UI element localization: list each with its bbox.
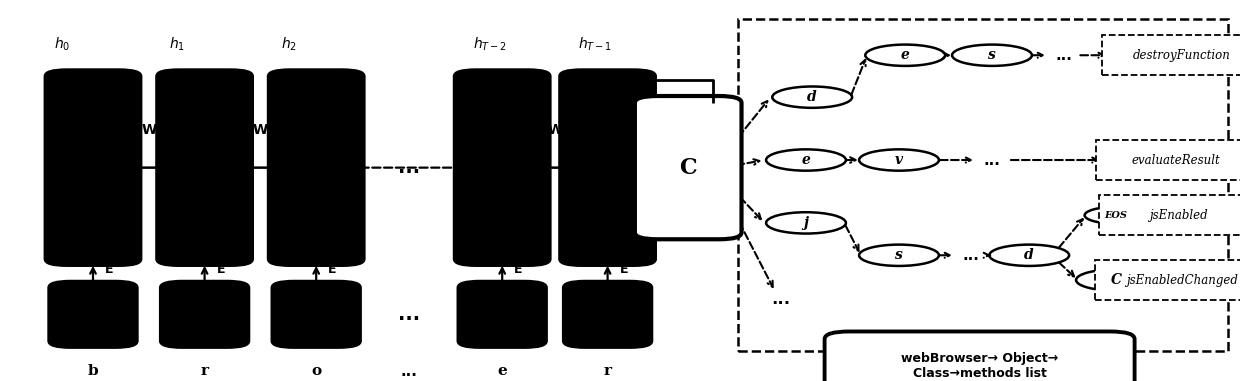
Text: $h_2$: $h_2$ [281,36,296,53]
Text: o: o [311,364,321,378]
Text: $h_{T-2}$: $h_{T-2}$ [472,36,507,53]
FancyBboxPatch shape [48,281,138,348]
Text: W: W [141,123,156,136]
FancyBboxPatch shape [272,281,361,348]
Text: E: E [515,263,522,276]
Text: ...: ... [1055,48,1073,63]
FancyBboxPatch shape [1096,140,1240,180]
Text: $h_0$: $h_0$ [53,36,71,53]
Text: r: r [604,364,611,378]
Text: E: E [329,263,336,276]
Text: s: s [988,48,996,62]
Bar [738,19,1228,351]
Text: C: C [1111,273,1121,287]
Text: ...: ... [771,290,791,308]
Text: ...: ... [398,305,420,324]
Text: v: v [895,153,903,167]
Text: d: d [1024,248,1034,262]
Text: e: e [900,48,910,62]
Text: evaluateResult: evaluateResult [1131,154,1220,166]
FancyBboxPatch shape [454,69,551,266]
FancyBboxPatch shape [559,69,656,266]
Text: C: C [680,157,697,179]
Text: $h_{T-1}$: $h_{T-1}$ [578,36,613,53]
Text: s: s [895,248,903,262]
Text: $h_1$: $h_1$ [170,36,185,53]
FancyBboxPatch shape [160,281,249,348]
Text: W: W [547,123,563,136]
FancyBboxPatch shape [825,331,1135,381]
Text: W: W [253,123,268,136]
FancyBboxPatch shape [268,69,365,266]
Text: r: r [201,364,208,378]
FancyBboxPatch shape [45,69,141,266]
FancyBboxPatch shape [458,281,547,348]
FancyBboxPatch shape [1095,260,1240,300]
Text: webBrowser→ Object→
Class→methods list: webBrowser→ Object→ Class→methods list [901,352,1058,380]
FancyBboxPatch shape [1099,195,1240,235]
Text: e: e [497,364,507,378]
Text: jsEnabledChanged: jsEnabledChanged [1126,274,1238,287]
FancyBboxPatch shape [635,96,742,239]
FancyBboxPatch shape [1102,35,1240,75]
Text: ...: ... [398,158,420,177]
Text: Constraints: Constraints [983,365,1050,378]
Text: E: E [217,263,224,276]
Text: EOS: EOS [1105,211,1127,220]
Text: e: e [801,153,811,167]
Text: ...: ... [983,152,1001,168]
Text: E: E [620,263,627,276]
Text: destroyFunction: destroyFunction [1133,49,1230,62]
Text: W: W [350,123,365,136]
Text: d: d [807,90,817,104]
Text: ...: ... [1159,272,1177,288]
FancyBboxPatch shape [156,69,253,266]
Text: E: E [105,263,113,276]
Text: jsEnabled: jsEnabled [1148,209,1208,222]
Text: ...: ... [962,248,980,263]
Text: b: b [88,364,98,378]
Text: j: j [804,216,808,230]
FancyBboxPatch shape [563,281,652,348]
Text: ...: ... [401,364,418,379]
